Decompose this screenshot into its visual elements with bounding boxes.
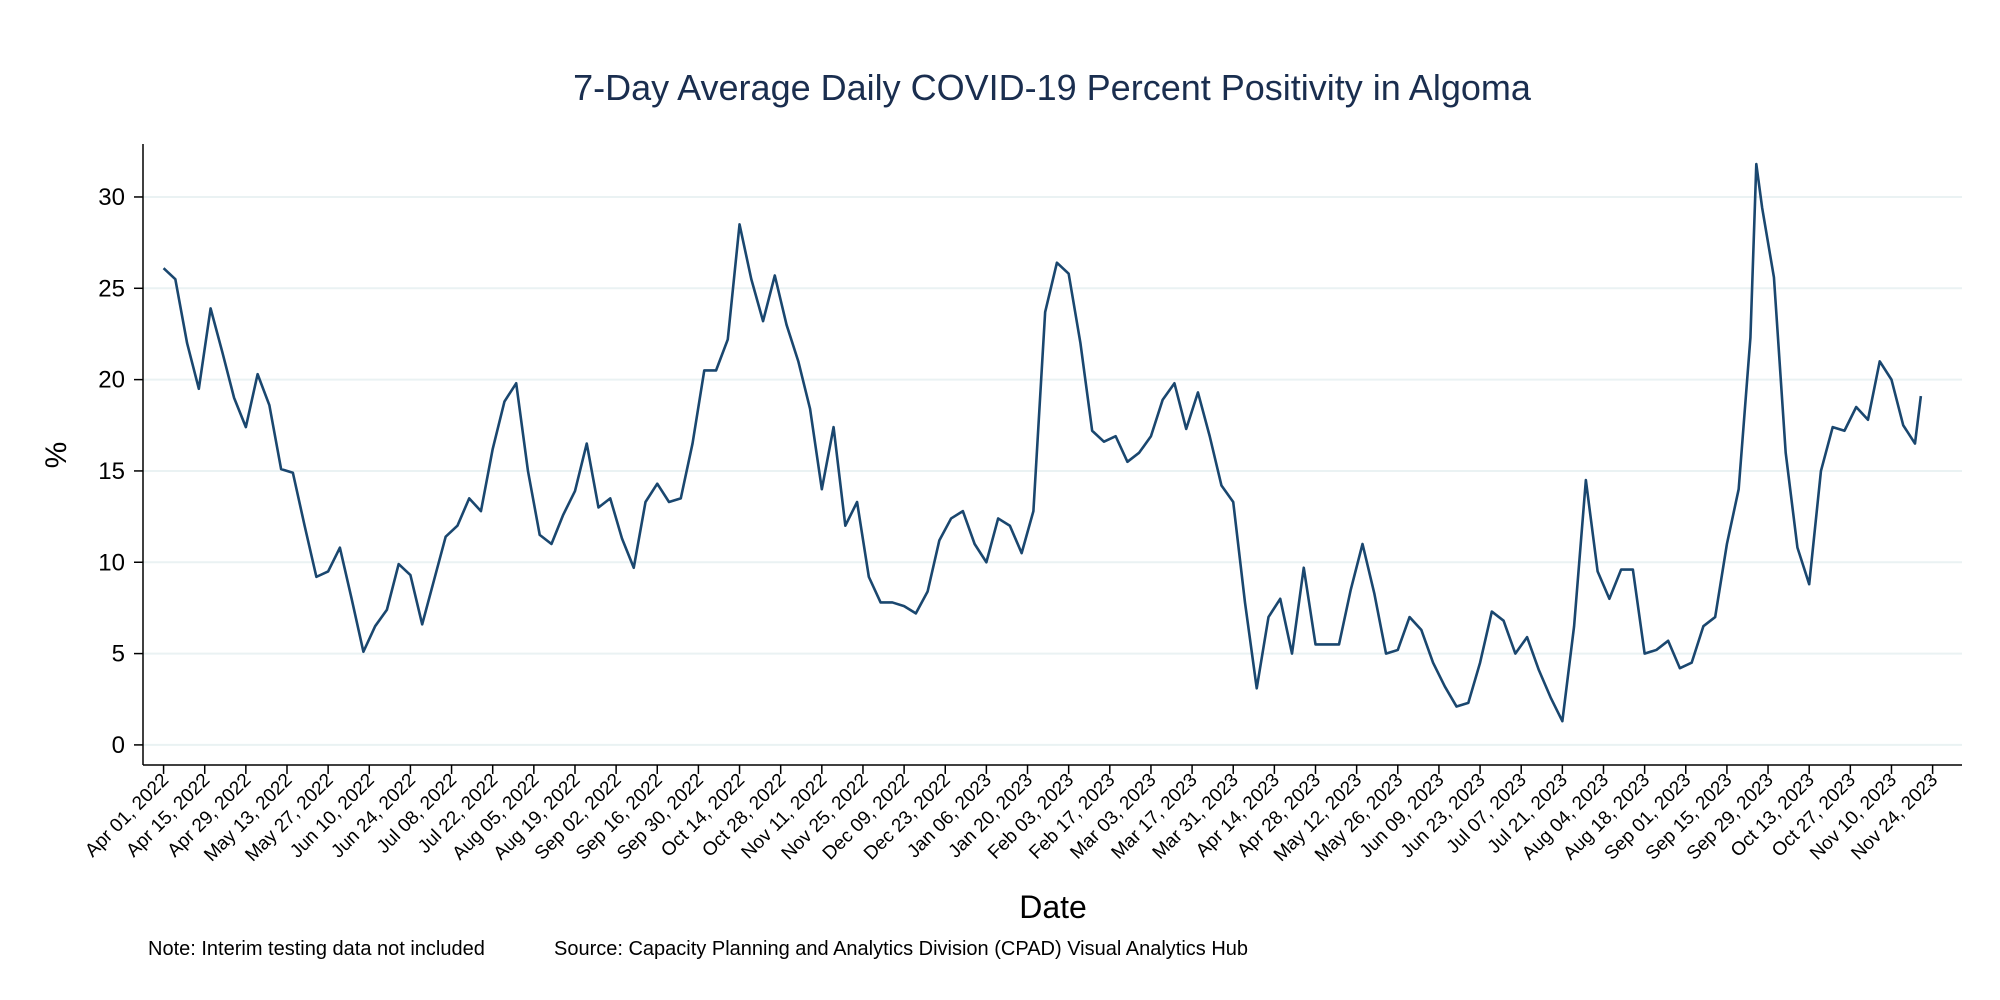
note: Note: Interim testing data not included (148, 938, 485, 960)
y-tick-label: 5 (112, 641, 125, 668)
y-tick-label: 0 (112, 732, 125, 759)
y-tick-label: 20 (98, 367, 125, 394)
chart-title: 7-Day Average Daily COVID-19 Percent Pos… (573, 67, 1532, 108)
y-tick-label: 10 (98, 549, 125, 576)
y-tick-label: 15 (98, 458, 125, 485)
x-axis-label: Date (1019, 889, 1087, 925)
y-axis-label: % (40, 442, 73, 469)
source: Source: Capacity Planning and Analytics … (554, 938, 1248, 960)
data-line (162, 162, 1923, 723)
y-tick-label: 25 (98, 275, 125, 302)
y-tick-label: 30 (98, 184, 125, 211)
